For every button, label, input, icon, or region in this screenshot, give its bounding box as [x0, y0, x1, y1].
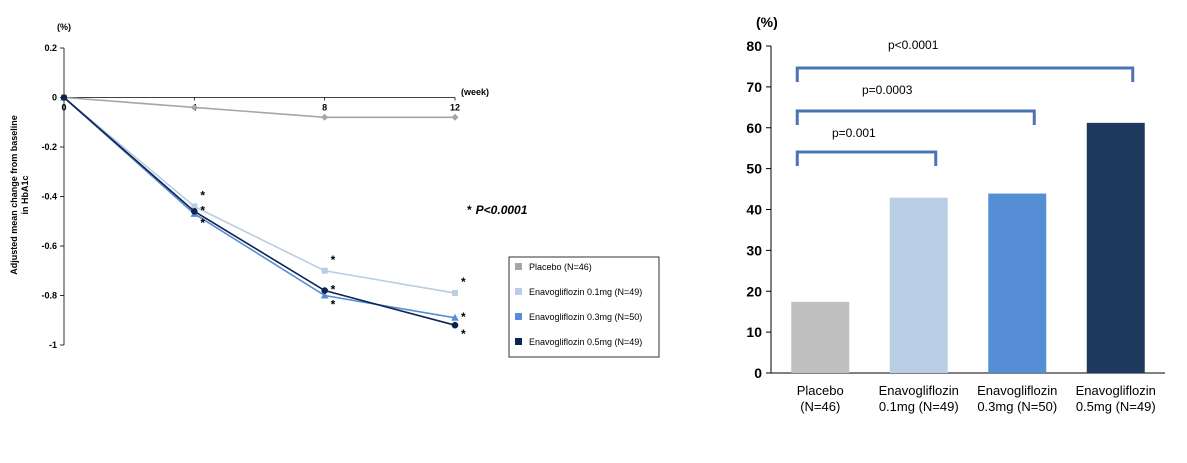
line-y-tick-label: -0.8 — [41, 291, 57, 301]
bar-category-label: 0.1mg (N=49) — [879, 399, 959, 414]
legend-swatch — [515, 313, 522, 320]
comparison-bracket — [795, 66, 1135, 82]
bar-y-tick-label: 30 — [746, 242, 762, 258]
line-x-tick-label: 8 — [322, 103, 327, 113]
line-series-path — [63, 96, 456, 326]
line-y-tick-label: -0.4 — [41, 192, 57, 202]
line-x-unit: (week) — [461, 87, 489, 97]
bar-y-tick-label: 10 — [746, 324, 762, 340]
line-y-tick-label: -0.6 — [41, 241, 57, 251]
significance-star-mark: * — [200, 203, 205, 217]
line-chart: (%) (week) Adjusted mean change from bas… — [9, 22, 660, 358]
line-series — [60, 93, 459, 321]
legend-swatch — [515, 263, 522, 270]
bar-category-label: Placebo — [797, 383, 844, 398]
bar — [791, 301, 850, 373]
significance-star-mark: * — [200, 216, 205, 230]
bar-category-label: Enavogliflozin — [977, 383, 1057, 398]
line-point — [321, 267, 328, 274]
bar-y-tick-label: 70 — [746, 79, 762, 95]
bar — [988, 193, 1047, 373]
legend-swatch — [515, 288, 522, 295]
comparison-bracket — [795, 150, 938, 166]
line-point — [451, 321, 459, 329]
significance-star-mark: * — [331, 298, 336, 312]
line-y-tick-label: -0.2 — [41, 142, 57, 152]
bar-y-tick-label: 80 — [746, 38, 762, 54]
line-y-tick-label: 0 — [52, 93, 57, 103]
comparison-label: p=0.0003 — [862, 83, 913, 97]
line-legend-box — [508, 256, 660, 358]
line-series-path — [63, 96, 456, 294]
line-series — [61, 94, 458, 297]
line-point — [452, 290, 458, 297]
bar-chart: (%) 0 10 20 30 40 50 60 70 80 p=0.001 p=0.0003 p<0… — [746, 14, 1165, 414]
significance-star-mark: * — [461, 310, 466, 324]
legend-label: Enavogliflozin 0.3mg (N=50) — [529, 312, 642, 322]
line-point — [60, 94, 68, 101]
bar — [1086, 122, 1145, 373]
line-point — [190, 103, 198, 111]
bar-category-label: 0.3mg (N=50) — [977, 399, 1057, 414]
bar-y-tick-label: 60 — [746, 120, 762, 136]
line-point — [451, 313, 459, 321]
comparison-label: p=0.001 — [832, 126, 876, 140]
line-series — [60, 94, 459, 121]
bar-y-tick-label: 20 — [746, 283, 762, 299]
line-y-tick-label: -1 — [49, 340, 57, 350]
significance-annotation: * P<0.0001 — [467, 203, 528, 217]
significance-star-mark: * — [461, 327, 466, 341]
line-y-label-line-2: in HbA1c — [20, 175, 30, 214]
legend-label: Enavogliflozin 0.5mg (N=49) — [529, 337, 642, 347]
line-series — [60, 94, 459, 329]
line-series-path — [63, 96, 456, 319]
bar-category-label: Enavogliflozin — [1076, 383, 1156, 398]
significance-star: * — [467, 203, 472, 217]
line-series-path — [63, 96, 455, 119]
line-point — [451, 113, 459, 121]
legend-label: Enavogliflozin 0.1mg (N=49) — [529, 287, 642, 297]
bar — [889, 197, 948, 373]
line-point — [321, 287, 328, 294]
line-x-tick-label: 12 — [450, 103, 460, 113]
bar-y-tick-label: 0 — [754, 365, 762, 381]
line-y-tick-label: 0.2 — [44, 43, 57, 53]
comparison-bracket — [795, 109, 1036, 125]
significance-star-mark: * — [331, 253, 336, 267]
line-point — [321, 113, 329, 121]
bar-category-label: 0.5mg (N=49) — [1076, 399, 1156, 414]
legend-swatch — [515, 338, 522, 345]
line-point — [191, 208, 198, 215]
line-x-tick-label: 0 — [61, 103, 66, 113]
bar-y-tick-label: 40 — [746, 202, 762, 218]
line-y-unit: (%) — [57, 22, 71, 32]
line-y-label-line-1: Adjusted mean change from baseline — [9, 115, 19, 275]
line-point — [320, 291, 329, 299]
line-point — [191, 203, 198, 210]
bar-y-tick-label: 50 — [746, 161, 762, 177]
bar-category-label: Enavogliflozin — [879, 383, 959, 398]
significance-text: P<0.0001 — [476, 203, 528, 217]
significance-star-mark: * — [461, 275, 466, 289]
significance-star-mark: * — [200, 188, 205, 202]
line-y-label: Adjusted mean change from baseline in Hb… — [9, 115, 30, 275]
bar-y-unit: (%) — [756, 14, 778, 30]
bar-category-label: (N=46) — [800, 399, 840, 414]
legend-label: Placebo (N=46) — [529, 262, 592, 272]
comparison-label: p<0.0001 — [888, 38, 939, 52]
significance-star-mark: * — [331, 283, 336, 297]
